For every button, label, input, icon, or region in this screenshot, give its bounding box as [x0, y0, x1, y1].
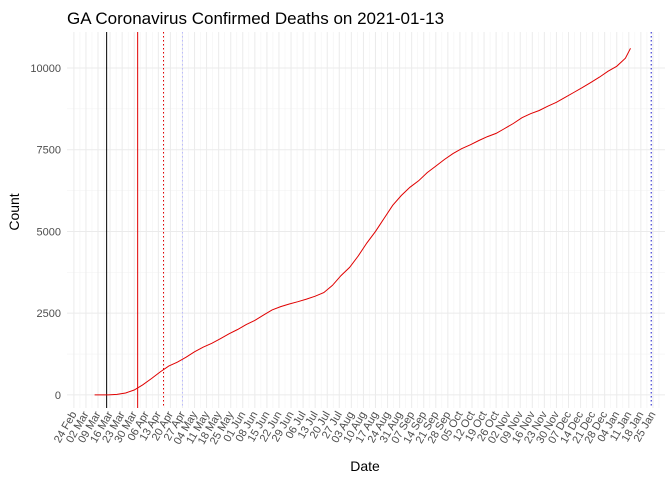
y-tick-label: 2500	[37, 308, 61, 320]
y-tick-label: 7500	[37, 145, 61, 157]
y-tick-label: 10000	[30, 63, 61, 75]
deaths-series-line	[94, 48, 631, 396]
chart-title: GA Coronavirus Confirmed Deaths on 2021-…	[67, 9, 444, 28]
reference-lines	[106, 32, 652, 408]
x-axis-title: Date	[350, 458, 380, 474]
y-tick-label: 5000	[37, 226, 61, 238]
major-gridlines	[67, 32, 665, 408]
y-tick-label: 0	[55, 390, 61, 402]
y-axis-tick-labels: 0 2500 5000 7500 10000	[30, 63, 61, 402]
y-axis-title: Count	[6, 193, 22, 230]
minor-gridlines	[67, 32, 665, 408]
